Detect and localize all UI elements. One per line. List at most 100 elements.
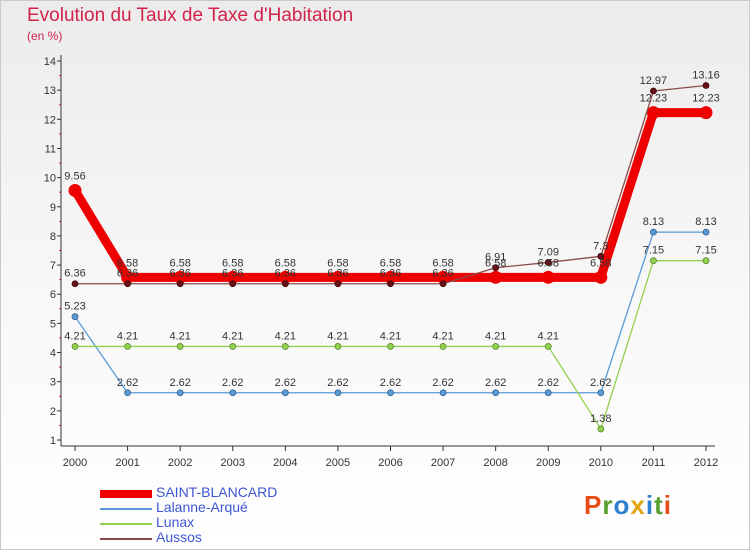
data-label: 9.56 [64,170,85,182]
x-tick-label: 2003 [221,457,245,469]
data-label: 12.23 [640,93,668,105]
y-tick-label: 3 [50,377,56,389]
legend-label: Aussos [156,529,202,545]
data-label: 2.62 [432,377,453,389]
y-tick-label: 12 [44,114,56,126]
y-tick-label: 7 [50,260,56,272]
data-label: 5.23 [64,301,85,313]
data-label: 6.91 [485,252,506,264]
data-label: 2.62 [117,377,138,389]
data-point [124,389,131,397]
data-point [436,270,450,284]
x-tick-label: 2011 [642,457,666,469]
data-label: 8.13 [643,216,664,228]
data-point [71,343,79,350]
data-label: 6.36 [432,268,453,280]
chart-title: Evolution du Taux de Taxe d'Habitation [27,5,354,26]
data-point [439,280,447,288]
data-point [699,106,713,120]
data-point [492,343,500,350]
legend-swatch [100,508,152,510]
data-label: 12.23 [692,93,720,105]
data-label: 2.62 [485,377,506,389]
data-point [334,343,342,350]
data-point [650,228,657,236]
x-tick-label: 2004 [273,457,297,469]
data-label: 6.58 [380,257,401,269]
x-tick-label: 2007 [431,457,455,469]
data-point [439,389,447,397]
data-point [229,280,237,288]
data-point [331,270,345,284]
data-point [544,343,552,350]
data-label: 4.21 [327,330,348,342]
data-label: 4.21 [64,330,85,342]
data-label: 1.38 [590,413,611,425]
data-label: 2.62 [327,377,348,389]
data-point [541,270,555,284]
data-label: 6.58 [169,257,190,269]
data-point [71,280,79,288]
data-label: 7.3 [593,240,608,252]
legend-label: Lunax [156,514,195,530]
data-label: 6.58 [432,257,453,269]
data-point [387,280,394,288]
data-point [68,183,82,197]
data-point [124,280,131,288]
y-tick-label: 5 [50,318,56,330]
data-label: 2.62 [222,377,243,389]
x-tick-label: 2006 [378,457,402,469]
series-line-0 [70,108,711,282]
x-tick-label: 2001 [115,457,139,469]
legend-swatch [100,538,152,540]
y-tick-label: 13 [44,85,56,97]
y-tick-label: 4 [50,348,56,360]
legend-swatch [100,490,152,498]
data-label: 6.58 [117,257,138,269]
data-label: 4.21 [538,330,559,342]
data-point [594,270,608,284]
y-tick-label: 11 [45,143,56,155]
data-label: 8.13 [695,216,716,228]
data-label: 6.58 [485,257,506,269]
data-label: 6.36 [169,268,190,280]
data-label: 6.58 [222,257,243,269]
data-label: 6.58 [275,257,296,269]
data-label: 4.21 [432,330,453,342]
data-point [384,270,397,284]
data-label: 7.15 [695,245,716,257]
data-point [121,270,135,284]
data-point [387,389,394,397]
data-label: 13.16 [692,69,720,81]
data-point [492,389,500,397]
data-point [650,257,657,265]
data-point [281,280,289,288]
data-point [173,270,187,284]
data-label: 7.09 [538,246,559,258]
data-label: 12.97 [640,75,668,87]
data-label: 4.21 [275,330,296,342]
data-label: 6.36 [64,268,85,280]
data-point [597,389,605,397]
y-tick-label: 1 [50,435,56,447]
data-point [650,87,657,95]
data-point [281,343,289,350]
x-tick-label: 2012 [694,457,718,469]
data-label: 6.36 [380,268,401,280]
data-point [702,228,710,236]
data-label: 6.58 [327,257,348,269]
data-label: 2.62 [169,377,190,389]
data-label: 2.62 [590,377,611,389]
data-point [597,252,605,260]
data-label: 6.36 [327,268,348,280]
data-label: 6.36 [117,268,138,280]
data-point [176,280,184,288]
chart-unit: (en %) [27,29,63,43]
data-label: 2.62 [275,377,296,389]
x-tick-label: 2010 [589,457,613,469]
data-point [439,343,447,350]
data-point [387,343,394,350]
x-tick-label: 2005 [326,457,350,469]
data-point [702,257,710,265]
y-tick-label: 6 [50,289,56,301]
